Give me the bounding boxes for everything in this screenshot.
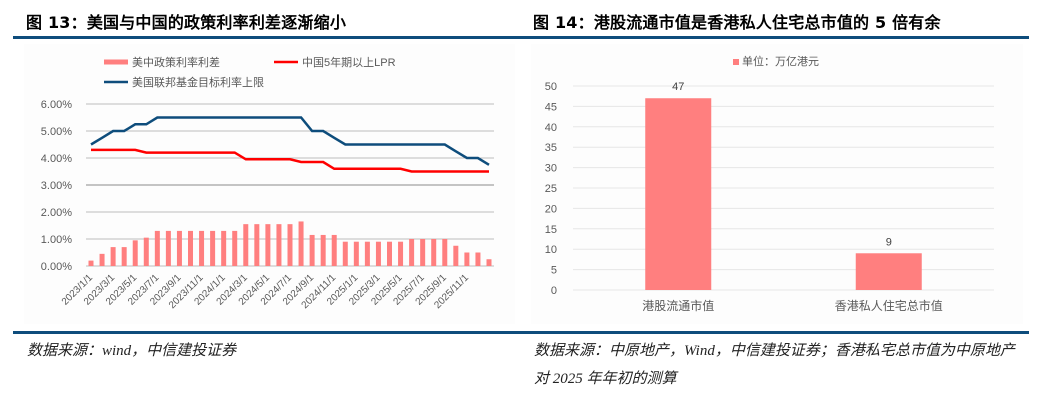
spread-bar	[442, 239, 448, 266]
y-tick-label: 40	[545, 122, 557, 134]
spread-bar	[320, 234, 326, 266]
value-bar	[855, 253, 922, 290]
data-label: 9	[886, 236, 892, 248]
figure-13-top-rule	[13, 36, 520, 39]
spread-bar	[143, 237, 149, 266]
figure-14-chart: 0 5 10 15 20 25 30 35 40 45 50 47 港股流通市值 9 香港私人住宅总市值 单位…	[531, 44, 1023, 324]
y-tick-label: 35	[545, 142, 557, 154]
y-tick-label: 1.00%	[41, 234, 72, 246]
category-label: 港股流通市值	[642, 298, 714, 313]
spread-bar	[221, 230, 227, 266]
y-tick-label: 3.00%	[41, 180, 72, 192]
y-tick-label: 0.00%	[41, 261, 72, 273]
y-tick-label: 5	[551, 265, 557, 277]
spread-bar	[265, 224, 271, 266]
spread-bar	[309, 234, 315, 266]
figure-13-bottom-rule	[13, 331, 520, 334]
spread-bar	[342, 241, 348, 266]
spread-bar	[364, 241, 370, 266]
spread-bar	[232, 230, 238, 266]
spread-bar	[154, 230, 160, 266]
spread-bar	[331, 234, 337, 266]
y-tick-label: 45	[545, 101, 557, 113]
y-tick-label: 5.00%	[41, 126, 72, 138]
spread-bar	[88, 260, 94, 266]
spread-bar	[188, 230, 193, 266]
spread-bar	[486, 259, 492, 266]
fed-line	[90, 116, 490, 166]
spread-bar	[431, 239, 437, 266]
y-tick-label: 50	[545, 81, 557, 93]
y-tick-label: 0	[551, 285, 557, 297]
spread-bar	[475, 252, 481, 266]
legend-label: 单位：万亿港元	[742, 54, 819, 68]
legend-label: 美国联邦基金目标利率上限	[132, 75, 264, 89]
legend-label: 美中政策利率利差	[132, 55, 220, 69]
spread-bar	[398, 241, 404, 266]
spread-bar	[254, 224, 260, 266]
y-tick-label: 10	[545, 244, 557, 256]
figure-13-source: 数据来源：wind，中信建投证券	[27, 343, 237, 359]
spread-bar	[199, 230, 205, 266]
y-tick-label: 15	[545, 224, 557, 236]
spread-bar	[287, 224, 293, 266]
y-tick-label: 4.00%	[41, 153, 72, 165]
spread-bar	[176, 230, 182, 266]
figure-13-title: 图 13：美国与中国的政策利率利差逐渐缩小	[26, 13, 347, 32]
spread-bar	[464, 252, 470, 266]
y-tick-label: 6.00%	[41, 99, 72, 111]
figure-14-bottom-rule	[520, 331, 1029, 334]
figure-14-svg: 0 5 10 15 20 25 30 35 40 45 50 47 港股流通市值 9 香港私人住宅总市值 单位…	[545, 54, 994, 313]
figure-14-title: 图 14：港股流通市值是香港私人住宅总市值的 5 倍有余	[533, 13, 941, 32]
spread-bar	[409, 239, 415, 266]
spread-bar	[298, 221, 304, 266]
spread-bar	[110, 247, 116, 266]
y-tick-label: 2.00%	[41, 207, 72, 219]
spread-bar	[276, 224, 282, 266]
figure-13-chart: 0.00% 1.00% 2.00% 3.00% 4.00% 5.00% 6.00% 2023/…	[24, 44, 515, 324]
figure-14-top-rule	[520, 36, 1029, 39]
spread-bar	[165, 230, 171, 266]
spread-bar	[210, 230, 216, 266]
legend-label: 中国5年期以上LPR	[302, 55, 396, 69]
spread-bar	[132, 240, 138, 266]
y-tick-label: 20	[545, 203, 557, 215]
lpr-line	[91, 148, 489, 173]
legend-swatch	[733, 59, 739, 65]
spread-bar	[243, 224, 249, 266]
data-label: 47	[672, 81, 684, 93]
figure-13-svg: 0.00%1.00%2.00%3.00%4.00%5.00%6.00%2023/…	[41, 55, 494, 311]
spread-bar	[375, 241, 381, 266]
spread-bar	[453, 245, 459, 266]
spread-bar	[121, 247, 127, 266]
figure-14-source: 数据来源：中原地产，Wind，中信建投证券；香港私宅总市值为中原地产对 2025…	[534, 343, 1015, 387]
value-bar	[645, 98, 712, 290]
spread-bar	[99, 253, 105, 266]
category-label: 香港私人住宅总市值	[835, 298, 943, 313]
y-tick-label: 30	[545, 163, 557, 175]
spread-bar	[387, 241, 392, 266]
spread-bar	[353, 241, 359, 266]
spread-bar	[420, 239, 426, 266]
y-tick-label: 25	[545, 183, 557, 195]
